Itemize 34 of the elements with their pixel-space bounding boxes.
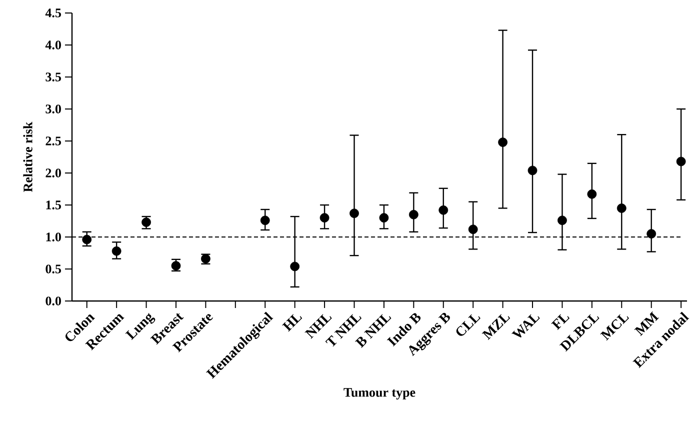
x-tick-label: CLL [456, 314, 480, 336]
point [142, 218, 151, 227]
y-tick-label: 4.0 [45, 40, 61, 50]
point [468, 224, 478, 234]
y-tick-label: 3.5 [46, 72, 61, 82]
point [498, 138, 508, 147]
y-tick-label: 1.5 [46, 200, 61, 210]
x-tick-label: HL [282, 314, 302, 332]
point [646, 229, 656, 238]
y-tick-label: 3.0 [46, 104, 61, 114]
x-tick-label: MM [634, 311, 659, 336]
point [528, 166, 538, 176]
y-tick-label: 2.5 [46, 136, 61, 146]
point [616, 204, 626, 213]
y-tick-label: 0.5 [46, 264, 61, 274]
x-axis-title: Tumour type [344, 388, 416, 400]
point [320, 213, 330, 222]
y-tick-label: 4.5 [45, 8, 61, 18]
point [558, 216, 567, 226]
y-axis-title: Relative risk [23, 122, 32, 192]
point [82, 234, 92, 244]
point [171, 261, 181, 270]
y-tick-label: 0.0 [46, 296, 61, 306]
point [260, 216, 270, 226]
point [290, 262, 300, 272]
point [379, 213, 389, 222]
point [408, 210, 418, 220]
point [112, 246, 122, 256]
y-tick-label: 1.0 [46, 232, 61, 242]
y-tick-label: 2.0 [46, 168, 61, 178]
point [587, 189, 597, 199]
x-tick-label: WAL [512, 314, 540, 338]
point [350, 208, 359, 218]
point [438, 205, 448, 215]
